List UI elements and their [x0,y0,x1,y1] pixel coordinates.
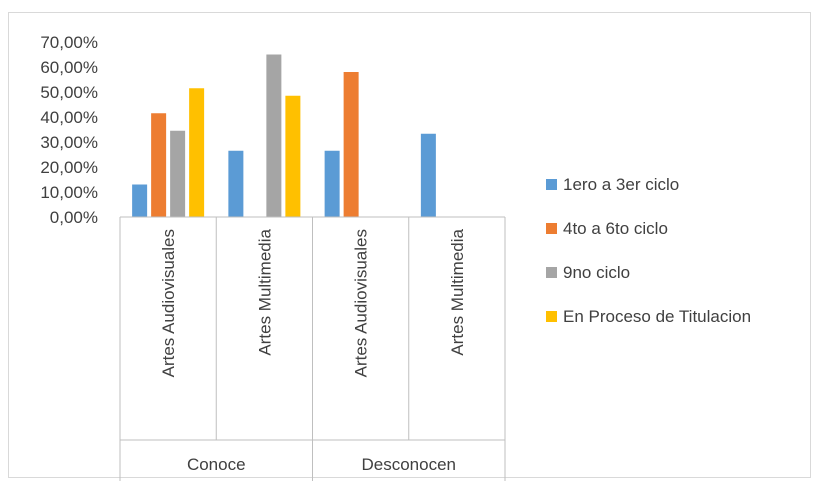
legend-swatch [546,179,557,190]
y-tick-label: 60,00% [40,58,98,77]
legend-swatch [546,223,557,234]
bar [170,130,186,217]
y-tick-label: 50,00% [40,83,98,102]
bar [228,150,244,217]
category-label: Artes Audiovisuales [352,229,371,377]
legend-label: 1ero a 3er ciclo [563,175,679,194]
y-tick-label: 20,00% [40,158,98,177]
legend-swatch [546,311,557,322]
bar [324,150,340,217]
bar [189,88,205,217]
bar [420,133,436,217]
legend-label: 4to a 6to ciclo [563,219,668,238]
group-label: Conoce [187,455,246,474]
legend-label: En Proceso de Titulacion [563,307,751,326]
legend-swatch [546,267,557,278]
y-tick-label: 30,00% [40,133,98,152]
y-tick-label: 70,00% [40,33,98,52]
y-tick-label: 0,00% [50,208,98,227]
group-label: Desconocen [361,455,456,474]
category-label: Artes Multimedia [448,228,467,355]
category-label: Artes Audiovisuales [159,229,178,377]
legend-label: 9no ciclo [563,263,630,282]
category-label: Artes Multimedia [255,228,274,355]
y-tick-label: 10,00% [40,183,98,202]
bar [285,95,301,217]
bar [266,54,282,217]
y-tick-label: 40,00% [40,108,98,127]
chart-frame [8,12,811,478]
bar [132,184,148,217]
bar [151,113,167,217]
bar [343,72,359,217]
